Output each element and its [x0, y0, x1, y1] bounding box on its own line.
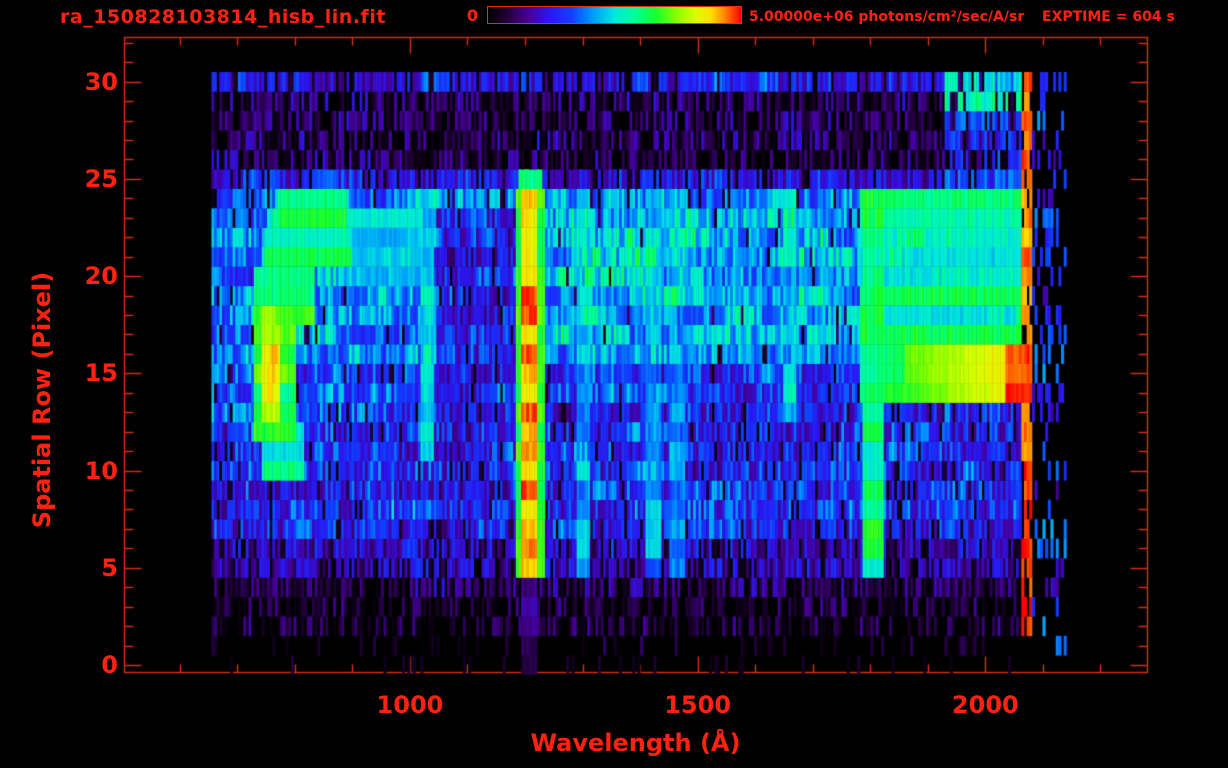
y-tick-label: 30	[84, 67, 118, 96]
colorbar-gradient	[487, 6, 742, 24]
y-axis-title: Spatial Row (Pixel)	[28, 271, 56, 529]
y-tick-label: 0	[101, 651, 118, 679]
y-tick-label: 20	[84, 262, 118, 291]
y-tick-label: 5	[101, 553, 118, 582]
colorbar-max-label: 5.00000e+06 photons/cm²/sec/A/sr	[749, 9, 1025, 25]
x-tick-label: 2000	[951, 691, 1019, 719]
y-tick-label: 15	[84, 359, 118, 388]
exposure-time-label: EXPTIME = 604 s	[1042, 9, 1175, 25]
x-tick-label: 1500	[664, 691, 732, 719]
x-axis-title: Wavelength (Å)	[530, 729, 741, 757]
y-tick-label: 25	[84, 164, 118, 193]
y-tick-label: 10	[84, 456, 118, 485]
x-tick-label: 1000	[376, 691, 444, 719]
colorbar-min-label: 0	[466, 6, 478, 25]
plot-title: ra_150828103814_hisb_lin.fit	[60, 6, 386, 28]
